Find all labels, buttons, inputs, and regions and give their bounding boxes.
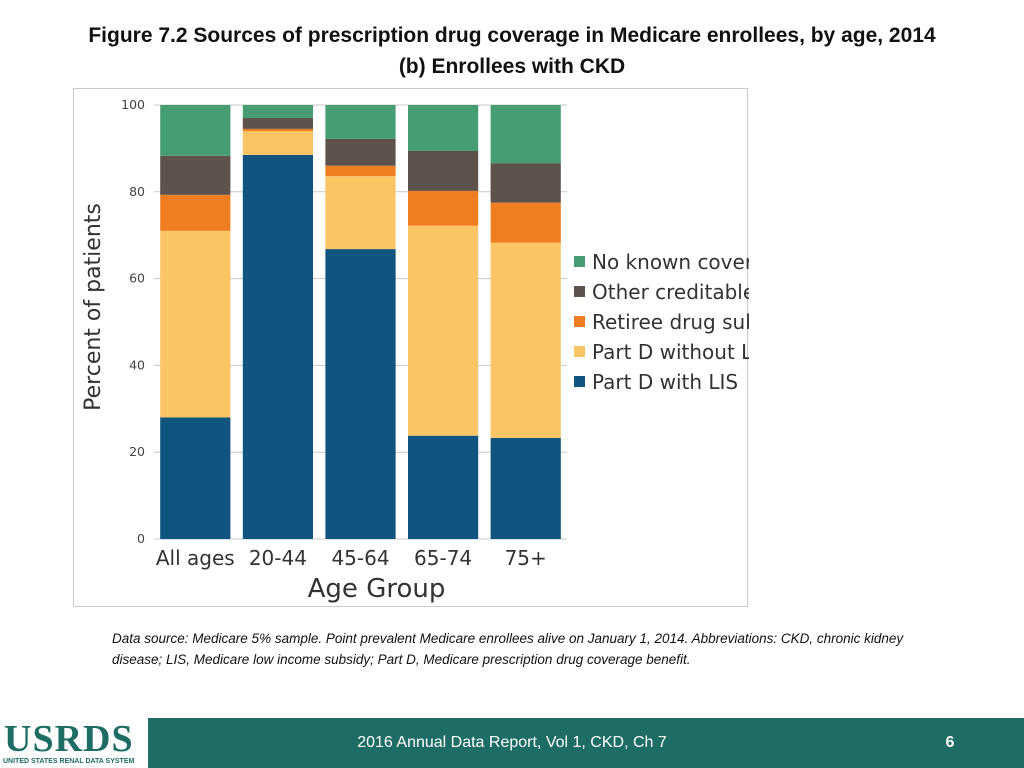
bar-65-74-part-d-without-lis — [407, 225, 479, 436]
legend-label-part-d-with-lis: Part D with LIS — [592, 370, 738, 394]
y-tick-label-40: 40 — [129, 357, 145, 372]
legend-label-no-known-coverage: No known coverage — [592, 250, 749, 274]
x-tick-label-3: 65-74 — [414, 546, 472, 570]
bar-all-ages-other-creditable-coverage — [160, 155, 231, 195]
y-tick-label-0: 0 — [137, 531, 145, 546]
legend-swatch-part-d-with-lis — [574, 376, 585, 387]
y-tick-label-100: 100 — [121, 97, 145, 112]
bar-20-44-no-known-coverage — [242, 105, 314, 119]
legend-label-other-creditable-coverage: Other creditable coverage — [592, 280, 749, 304]
x-axis-title: Age Group — [308, 574, 446, 604]
bar-45-64-retiree-drug-subsidy — [325, 165, 396, 177]
data-source-note: Data source: Medicare 5% sample. Point p… — [112, 631, 904, 667]
x-tick-label-2: 45-64 — [331, 546, 389, 570]
legend-label-part-d-without-lis: Part D without LIS — [592, 340, 749, 364]
bar-45-64-other-creditable-coverage — [325, 138, 396, 166]
bar-75+-no-known-coverage — [490, 105, 561, 164]
bar-20-44-part-d-without-lis — [242, 131, 314, 155]
usrds-logo-text: USRDS — [4, 718, 134, 760]
x-tick-label-0: All ages — [156, 546, 235, 570]
footer-bar: 2016 Annual Data Report, Vol 1, CKD, Ch … — [0, 718, 1024, 768]
bar-45-64-part-d-with-lis — [325, 249, 396, 539]
chart-frame: 0 20 40 60 80 100 All ages 20-44 45-64 65-74 75+ Ag… — [73, 88, 749, 607]
legend-swatch-no-known-coverage — [574, 256, 585, 267]
bar-45-64-part-d-without-lis — [325, 176, 396, 250]
legend-label-retiree-drug-subsidy: Retiree drug subsidy — [592, 310, 749, 334]
bar-20-44-part-d-with-lis — [242, 154, 314, 539]
bar-20-44-other-creditable-coverage — [242, 118, 314, 129]
figure-title: Figure 7.2 Sources of prescription drug … — [0, 20, 1024, 82]
page-number: 6 — [945, 734, 955, 751]
y-tick-label-80: 80 — [129, 184, 145, 199]
legend-swatch-retiree-drug-subsidy — [574, 316, 585, 327]
figure-title-line2: (b) Enrollees with CKD — [398, 55, 626, 78]
bar-65-74-retiree-drug-subsidy — [407, 190, 479, 226]
usrds-logo-subtitle: UNITED STATES RENAL DATA SYSTEM — [3, 758, 135, 765]
y-tick-label-60: 60 — [129, 271, 145, 286]
bar-75+-part-d-with-lis — [490, 437, 561, 539]
bar-20-44-retiree-drug-subsidy — [242, 128, 314, 132]
stacked-bar-chart: 0 20 40 60 80 100 All ages 20-44 45-64 65-74 75+ Ag… — [81, 97, 749, 604]
bar-65-74-other-creditable-coverage — [407, 151, 479, 191]
legend-swatch-part-d-without-lis — [574, 346, 585, 357]
bar-75+-other-creditable-coverage — [490, 163, 561, 203]
bar-75+-part-d-without-lis — [490, 242, 561, 438]
bar-45-64-no-known-coverage — [325, 105, 396, 139]
bar-65-74-no-known-coverage — [407, 105, 479, 152]
bar-all-ages-retiree-drug-subsidy — [160, 194, 231, 231]
figure-title-line1: Figure 7.2 Sources of prescription drug … — [88, 24, 936, 47]
bar-65-74-part-d-with-lis — [407, 435, 479, 539]
footer-report-title: 2016 Annual Data Report, Vol 1, CKD, Ch … — [357, 734, 667, 751]
x-tick-label-1: 20-44 — [249, 546, 307, 570]
bar-all-ages-no-known-coverage — [160, 105, 231, 156]
usrds-logo: USRDS UNITED STATES RENAL DATA SYSTEM — [0, 718, 148, 768]
y-axis-title: Percent of patients — [81, 203, 106, 411]
bar-all-ages-part-d-with-lis — [160, 417, 231, 539]
y-tick-label-20: 20 — [129, 444, 145, 459]
legend-swatch-other-creditable-coverage — [574, 286, 585, 297]
x-tick-label-4: 75+ — [505, 546, 547, 570]
bar-75+-retiree-drug-subsidy — [490, 202, 561, 243]
bar-all-ages-part-d-without-lis — [160, 230, 231, 418]
